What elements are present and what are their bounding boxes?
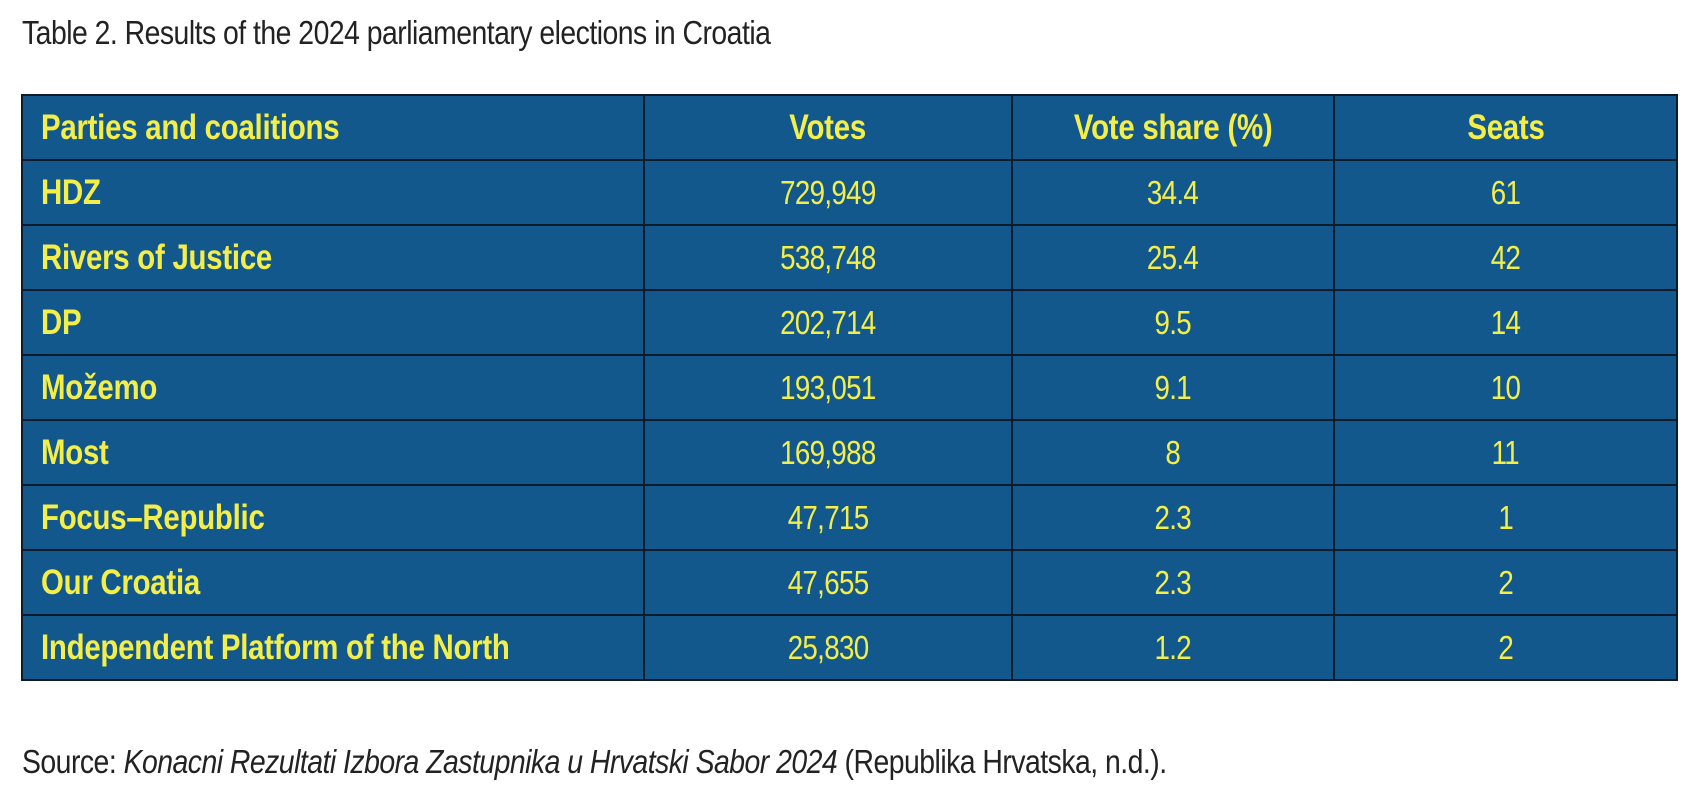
seats-cell: 61	[1333, 159, 1678, 226]
votes-cell: 538,748	[643, 224, 1013, 291]
source-suffix: (Republika Hrvatska, n.d.).	[837, 743, 1168, 780]
table-row: Independent Platform of the North 25,830…	[21, 614, 1678, 681]
votes-cell: 202,714	[643, 289, 1013, 356]
votes-cell: 729,949	[643, 159, 1013, 226]
party-name-cell: Rivers of Justice	[21, 224, 645, 291]
source-title: Konacni Rezultati Izbora Zastupnika u Hr…	[123, 743, 838, 780]
seats-cell: 10	[1333, 354, 1678, 421]
vote-share-cell: 2.3	[1011, 549, 1335, 616]
votes-cell: 193,051	[643, 354, 1013, 421]
source-note: Source: Konacni Rezultati Izbora Zastupn…	[22, 743, 1167, 781]
votes-cell: 169,988	[643, 419, 1013, 486]
table-header-row: Parties and coalitions Votes Vote share …	[21, 94, 1678, 161]
party-name-cell: Možemo	[21, 354, 645, 421]
seats-cell: 2	[1333, 614, 1678, 681]
table-row: HDZ 729,949 34.4 61	[21, 159, 1678, 226]
votes-cell: 25,830	[643, 614, 1013, 681]
vote-share-cell: 8	[1011, 419, 1335, 486]
table-row: DP 202,714 9.5 14	[21, 289, 1678, 356]
table-row: Our Croatia 47,655 2.3 2	[21, 549, 1678, 616]
table-row: Most 169,988 8 11	[21, 419, 1678, 486]
header-seats: Seats	[1333, 94, 1678, 161]
seats-cell: 2	[1333, 549, 1678, 616]
party-name-cell: HDZ	[21, 159, 645, 226]
table-caption: Table 2. Results of the 2024 parliamenta…	[22, 14, 771, 51]
table-row: Rivers of Justice 538,748 25.4 42	[21, 224, 1678, 291]
seats-cell: 1	[1333, 484, 1678, 551]
party-name-cell: Independent Platform of the North	[21, 614, 645, 681]
party-name-cell: DP	[21, 289, 645, 356]
vote-share-cell: 34.4	[1011, 159, 1335, 226]
vote-share-cell: 9.1	[1011, 354, 1335, 421]
votes-cell: 47,715	[643, 484, 1013, 551]
seats-cell: 14	[1333, 289, 1678, 356]
votes-cell: 47,655	[643, 549, 1013, 616]
table-row: Focus–Republic 47,715 2.3 1	[21, 484, 1678, 551]
source-prefix: Source:	[22, 743, 124, 780]
vote-share-cell: 2.3	[1011, 484, 1335, 551]
seats-cell: 42	[1333, 224, 1678, 291]
party-name-cell: Our Croatia	[21, 549, 645, 616]
header-votes: Votes	[643, 94, 1013, 161]
election-results-table: Parties and coalitions Votes Vote share …	[21, 94, 1678, 681]
seats-cell: 11	[1333, 419, 1678, 486]
party-name-cell: Most	[21, 419, 645, 486]
vote-share-cell: 9.5	[1011, 289, 1335, 356]
header-party: Parties and coalitions	[21, 94, 645, 161]
party-name-cell: Focus–Republic	[21, 484, 645, 551]
vote-share-cell: 25.4	[1011, 224, 1335, 291]
header-vote-share: Vote share (%)	[1011, 94, 1335, 161]
table-row: Možemo 193,051 9.1 10	[21, 354, 1678, 421]
vote-share-cell: 1.2	[1011, 614, 1335, 681]
